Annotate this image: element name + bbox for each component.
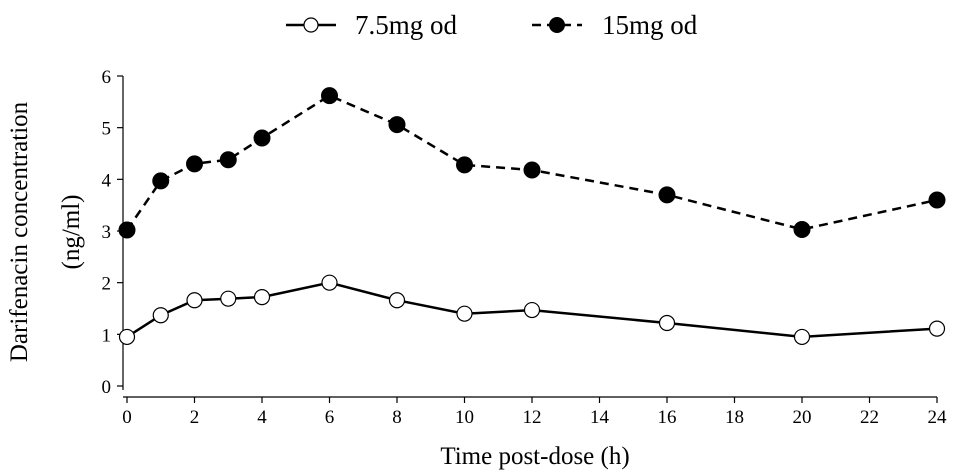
series-15mg-od bbox=[118, 87, 946, 239]
y-tick-label: 0 bbox=[102, 377, 112, 398]
x-tick-label: 8 bbox=[392, 407, 402, 428]
x-tick-label: 6 bbox=[325, 407, 335, 428]
x-tick-label: 24 bbox=[928, 407, 948, 428]
data-point-7-5mg-od bbox=[118, 328, 136, 346]
legend-label-7-5mg: 7.5mg od bbox=[355, 10, 458, 40]
legend: 7.5mg od 15mg od bbox=[286, 10, 698, 40]
data-point-15mg-od bbox=[253, 129, 271, 147]
data-point-7-5mg-od bbox=[152, 307, 169, 324]
data-point-15mg-od bbox=[388, 116, 406, 134]
y-axis-title-line1: Darifenacin concentration bbox=[6, 101, 33, 362]
data-point-7-5mg-od bbox=[456, 305, 473, 322]
y-axis-title-line2: (ng/ml) bbox=[58, 195, 85, 270]
data-point-15mg-od bbox=[321, 87, 338, 105]
data-point-15mg-od bbox=[928, 191, 946, 209]
legend-item-7-5mg: 7.5mg od bbox=[286, 10, 458, 40]
x-tick-label: 0 bbox=[122, 407, 132, 428]
data-point-15mg-od bbox=[523, 161, 541, 179]
data-point-15mg-od bbox=[152, 172, 170, 190]
data-point-15mg-od bbox=[456, 156, 473, 174]
data-point-15mg-od bbox=[658, 186, 676, 204]
data-point-7-5mg-od bbox=[321, 274, 338, 291]
x-axis-title: Time post-dose (h) bbox=[440, 443, 629, 470]
data-point-15mg-od bbox=[186, 155, 203, 173]
series-7-5mg-od bbox=[118, 274, 946, 346]
x-tick-label: 4 bbox=[257, 407, 267, 428]
data-point-7-5mg-od bbox=[220, 290, 237, 307]
data-point-7-5mg-od bbox=[793, 328, 811, 346]
data-point-7-5mg-od bbox=[523, 301, 541, 319]
x-tick-label: 2 bbox=[190, 407, 200, 428]
y-tick-label: 6 bbox=[102, 67, 112, 88]
legend-marker-7-5mg bbox=[303, 17, 319, 33]
x-tick-label: 22 bbox=[860, 407, 879, 428]
x-ticks: 0 2 4 6 8 10 12 14 16 18 20 22 24 bbox=[122, 397, 947, 428]
y-tick-label: 2 bbox=[102, 274, 112, 295]
x-tick-label: 16 bbox=[658, 407, 677, 428]
data-point-15mg-od bbox=[118, 221, 136, 239]
x-tick-label: 14 bbox=[590, 407, 610, 428]
data-point-15mg-od bbox=[219, 151, 237, 169]
legend-item-15mg: 15mg od bbox=[532, 10, 698, 40]
data-point-7-5mg-od bbox=[253, 289, 271, 306]
x-tick-label: 18 bbox=[725, 407, 744, 428]
data-point-7-5mg-od bbox=[388, 292, 406, 309]
legend-label-15mg: 15mg od bbox=[602, 10, 698, 40]
data-point-7-5mg-od bbox=[186, 292, 203, 309]
y-tick-label: 1 bbox=[102, 325, 112, 346]
y-tick-label: 4 bbox=[102, 170, 112, 191]
data-point-15mg-od bbox=[793, 220, 811, 238]
y-tick-label: 5 bbox=[102, 119, 112, 140]
data-point-7-5mg-od bbox=[928, 320, 946, 337]
legend-marker-15mg bbox=[549, 17, 565, 33]
x-tick-label: 12 bbox=[523, 407, 542, 428]
x-tick-label: 10 bbox=[455, 407, 474, 428]
data-point-7-5mg-od bbox=[658, 314, 676, 332]
x-tick-label: 20 bbox=[793, 407, 812, 428]
y-tick-label: 3 bbox=[102, 222, 112, 243]
series-layer bbox=[118, 87, 946, 346]
